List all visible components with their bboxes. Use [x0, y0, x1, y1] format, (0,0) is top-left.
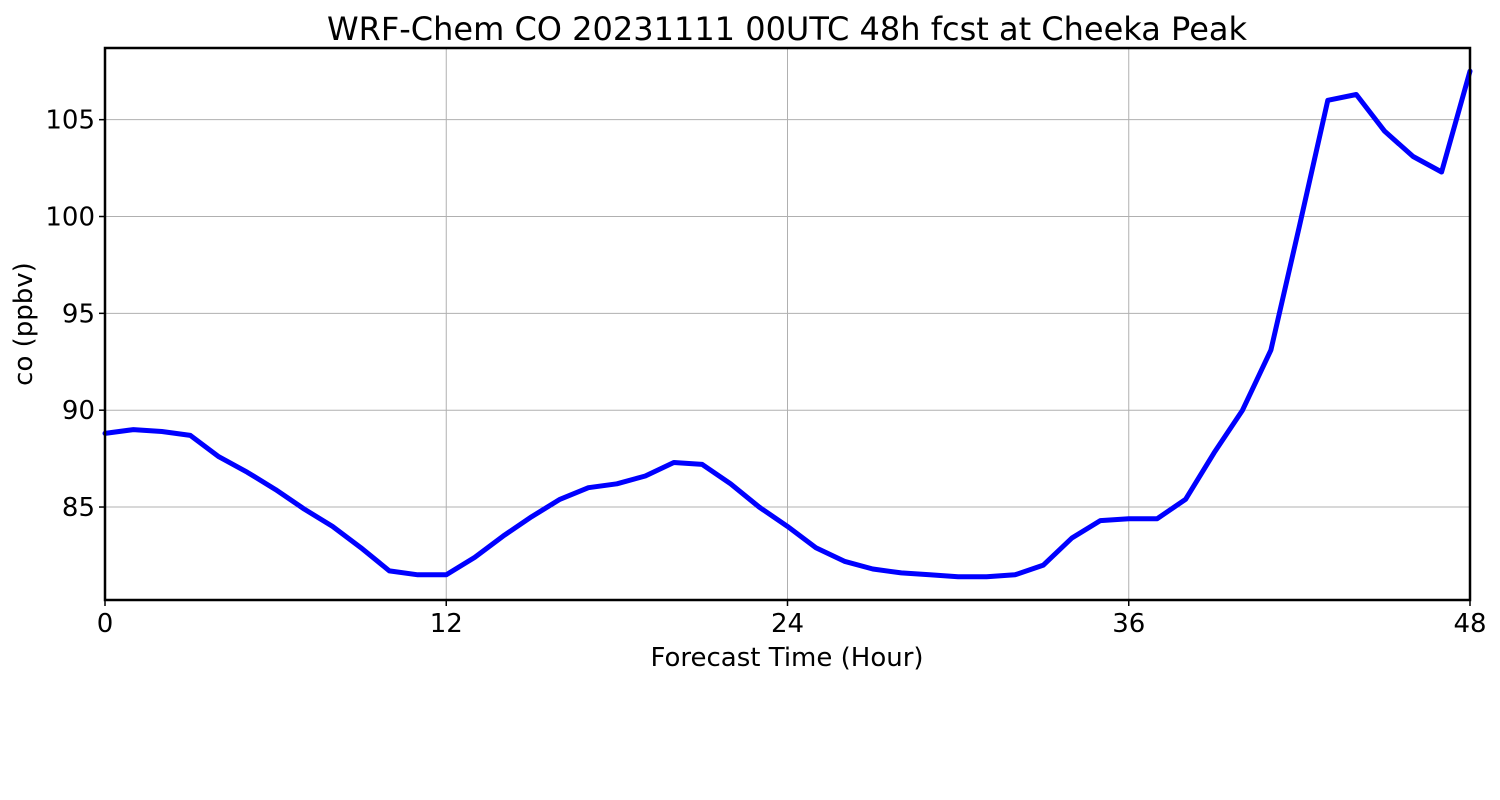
series-layer: [102, 68, 1473, 580]
tick-layer: 0 12 24 36 48 85 90 95 100 105: [45, 106, 1486, 639]
x-axis-label: Forecast Time (Hour): [650, 643, 923, 673]
co-series-line: [102, 68, 1473, 580]
x-tick-label: 36: [1112, 609, 1145, 639]
y-tick-label: 100: [45, 203, 95, 233]
grid: [104, 48, 1471, 600]
y-tick-label: 90: [62, 396, 95, 426]
y-axis-label: co (ppbv): [9, 262, 39, 386]
x-tick-label: 0: [97, 609, 114, 639]
x-tick-label: 24: [771, 609, 804, 639]
y-tick-label: 95: [62, 299, 95, 329]
y-tick-label: 85: [62, 493, 95, 523]
x-tick-label: 48: [1453, 609, 1486, 639]
chart-title: WRF-Chem CO 20231111 00UTC 48h fcst at C…: [327, 10, 1248, 48]
x-tick-label: 12: [430, 609, 463, 639]
y-tick-label: 105: [45, 106, 95, 136]
